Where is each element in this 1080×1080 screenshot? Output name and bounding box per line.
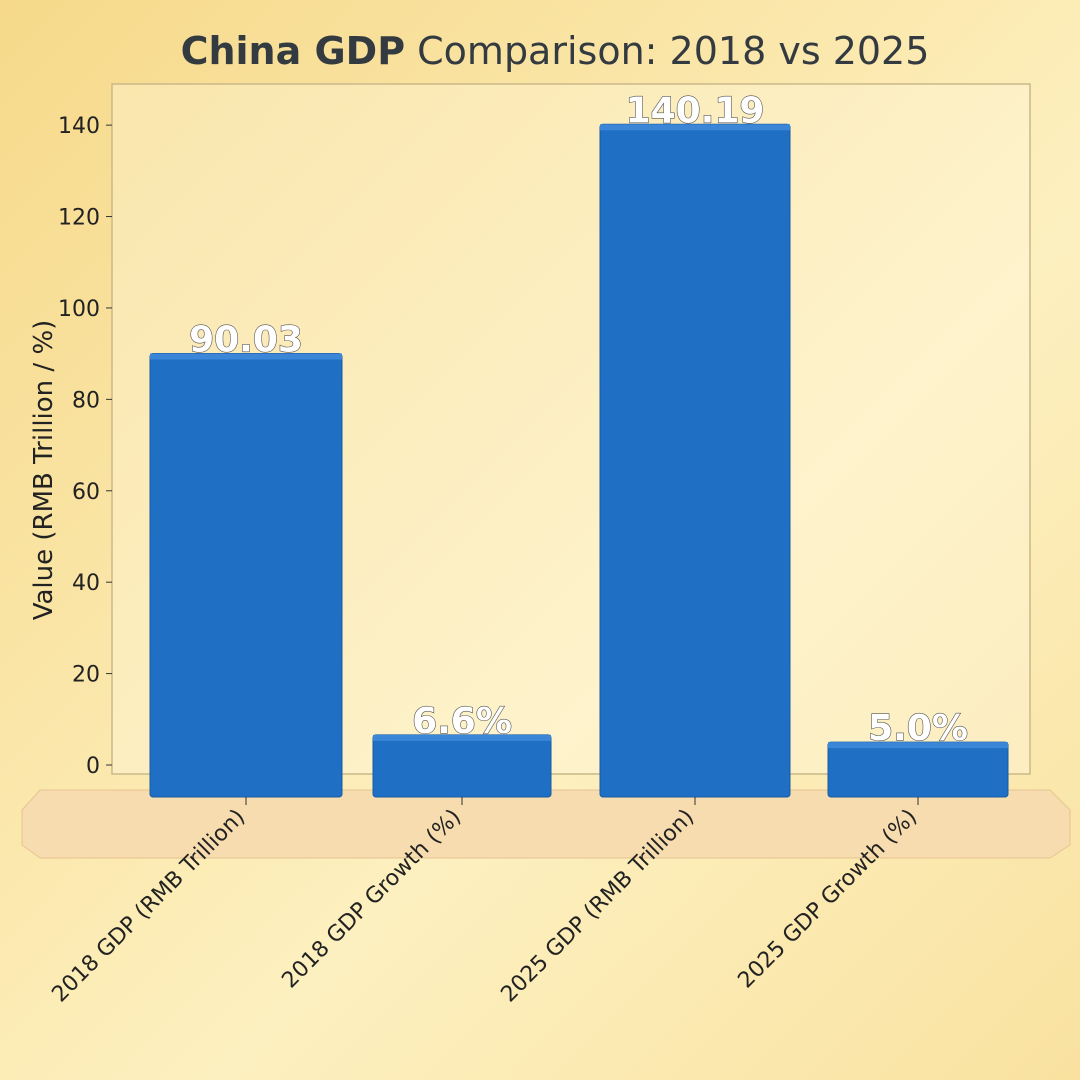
y-tick-label: 40 xyxy=(72,571,100,596)
bar xyxy=(149,353,343,798)
data-label: 90.03 xyxy=(189,320,303,361)
bar-top-face xyxy=(600,124,790,131)
bar xyxy=(827,741,1009,798)
y-tick-label: 80 xyxy=(72,388,100,413)
y-tick-label: 120 xyxy=(58,206,100,231)
y-axis-label: Value (RMB Trillion / %) xyxy=(29,320,59,621)
data-label: 6.6% xyxy=(412,701,512,742)
bar-top-face xyxy=(150,353,342,360)
bar-top-face xyxy=(828,742,1008,749)
base-platform xyxy=(21,789,1071,859)
y-tick-label: 140 xyxy=(58,114,100,139)
y-tick-label: 60 xyxy=(72,480,100,505)
data-label: 140.19 xyxy=(626,90,765,131)
y-tick-label: 100 xyxy=(58,297,100,322)
bar xyxy=(372,734,552,798)
bar-top-face xyxy=(373,734,551,741)
y-tick-label: 20 xyxy=(72,663,100,688)
y-tick-label: 0 xyxy=(86,754,100,779)
chart-title: China GDP Comparison: 2018 vs 2025 xyxy=(181,29,930,73)
bar xyxy=(599,123,791,798)
data-label: 5.0% xyxy=(868,708,968,749)
